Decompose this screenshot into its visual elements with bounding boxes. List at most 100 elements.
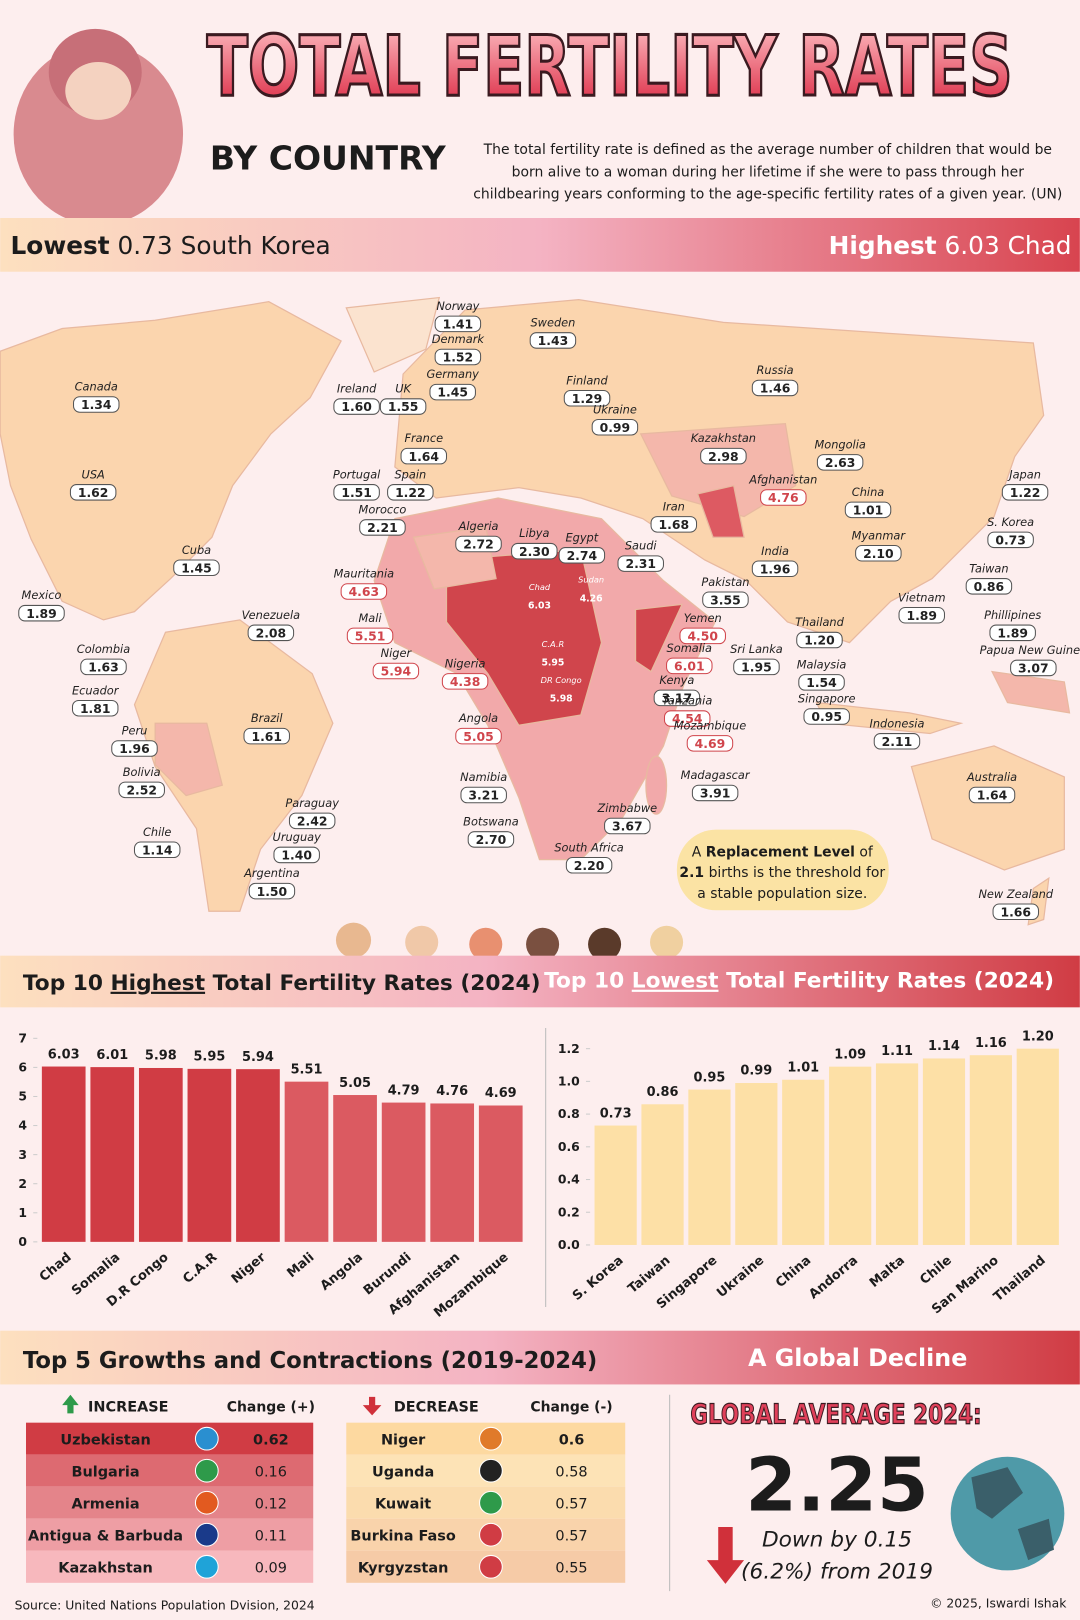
- down-arrow: [362, 1396, 382, 1416]
- country-value: 1.43: [538, 333, 569, 348]
- country: Uganda: [372, 1464, 434, 1480]
- value-box: [455, 727, 502, 745]
- value-box: [372, 662, 420, 680]
- country-value: 4.69: [695, 736, 726, 751]
- country-name: Bolivia: [123, 765, 161, 779]
- y-tick-label: 2: [18, 1176, 27, 1191]
- country-name: Uruguay: [273, 830, 322, 844]
- country-label: Denmark 1.52: [432, 332, 484, 366]
- country-label: Germany 1.45: [426, 367, 479, 401]
- country-name: Ukraine: [593, 402, 637, 416]
- country-name: Kenya: [659, 673, 694, 687]
- country-name: India: [761, 544, 789, 558]
- country-value: 1.64: [977, 788, 1008, 803]
- country-value: 2.10: [863, 546, 894, 561]
- country-name: Papua New Guinea: [980, 643, 1080, 657]
- country-label: Spain 1.22: [387, 467, 434, 501]
- country-label: Egypt 2.74: [558, 530, 606, 564]
- value-box: [288, 812, 336, 830]
- section-text: Total Fertility Rates (2024): [726, 969, 1054, 994]
- country-label: Australia 1.64: [966, 770, 1017, 804]
- country-value: 1.64: [408, 449, 439, 464]
- country-label: Singapore 0.95: [798, 692, 856, 725]
- value-label: 5.51: [291, 1062, 323, 1077]
- value-box: [111, 740, 158, 757]
- country-name: Iran: [663, 499, 685, 513]
- bar: [381, 1102, 426, 1242]
- value-label: 4.79: [388, 1083, 420, 1098]
- country-label: Algeria 2.72: [455, 519, 502, 553]
- country-value: 6.01: [674, 659, 705, 674]
- country-value: 1.34: [81, 397, 112, 412]
- value-box: [173, 559, 220, 576]
- callout-emph: Replacement Level: [706, 844, 855, 860]
- country-value: 1.60: [341, 399, 372, 414]
- section-title: Top 10 Lowest Total Fertility Rates (202…: [544, 969, 1054, 994]
- callout-text: A: [692, 844, 702, 860]
- value-box: [691, 784, 739, 802]
- section-text: Top 10: [544, 969, 624, 994]
- country-name: Libya: [519, 526, 549, 540]
- country-label: Cuba 1.45: [173, 543, 220, 576]
- value-box: [1010, 659, 1057, 677]
- country-value: 1.45: [181, 560, 212, 575]
- value-box: [1001, 484, 1049, 501]
- highest-highlight: Highest 6.03 Chad: [829, 231, 1072, 260]
- y-tick-label: 1.0: [558, 1074, 580, 1089]
- country-name: Spain: [394, 467, 426, 481]
- value-box: [591, 418, 639, 436]
- country-label: Papua New Guinea 3.07: [980, 643, 1080, 677]
- country: Kazakhstan: [58, 1560, 153, 1576]
- description-line: born alive to a woman during her lifetim…: [512, 165, 1025, 181]
- highlight-banner: [0, 217, 1080, 272]
- baby-illustration: [13, 28, 184, 226]
- country-name: Singapore: [798, 692, 856, 706]
- value-box: [18, 604, 65, 622]
- section-emph: Highest: [111, 971, 206, 996]
- country-label: Venezuela 2.08: [242, 608, 300, 642]
- country-name: Chad: [529, 582, 551, 592]
- country-value: 2.11: [882, 734, 913, 749]
- country-label: Zimbabwe 3.67: [596, 801, 657, 835]
- description: The total fertility rate is defined as t…: [473, 142, 1062, 202]
- bar: [138, 1067, 183, 1242]
- country-value: 2.21: [367, 520, 398, 535]
- value-label: 4.76: [436, 1084, 468, 1099]
- country-label: UK 1.55: [379, 382, 427, 415]
- country-value: 1.66: [1000, 904, 1031, 919]
- country-name: DR Congo: [541, 675, 582, 685]
- country-label: Somalia 6.01: [666, 641, 713, 675]
- country-name: Myanmar: [852, 528, 907, 542]
- flag: [479, 1458, 503, 1483]
- country-name: Ireland: [337, 382, 377, 396]
- country-label: Nigeria 4.38: [441, 656, 489, 690]
- country-value: 2.72: [463, 537, 494, 552]
- country-label: Niger 5.94: [372, 646, 420, 680]
- callout-line: A Replacement Level of: [692, 844, 874, 860]
- country-name: New Zealand: [978, 887, 1053, 901]
- change: 0.6: [559, 1432, 585, 1448]
- value-box: [617, 555, 664, 572]
- title: TOTAL FERTILITY RATES: [207, 19, 1013, 115]
- value-box: [898, 606, 945, 624]
- value-box: [243, 727, 290, 745]
- value-label: 6.01: [96, 1048, 128, 1063]
- table-row: [26, 1422, 314, 1455]
- value-box: [663, 710, 711, 727]
- country-label: France 1.64: [400, 431, 448, 465]
- value-box: [133, 841, 181, 859]
- country: Bulgaria: [71, 1464, 139, 1480]
- value-box: [340, 583, 388, 600]
- flag: [194, 1490, 219, 1515]
- section-text: Top 10: [23, 971, 103, 996]
- value: 0.73: [118, 231, 173, 260]
- value-label: 1.01: [787, 1060, 819, 1075]
- bar: [478, 1105, 523, 1242]
- value-label: 6.03: [48, 1047, 80, 1062]
- country-name: Mozambique: [674, 718, 747, 732]
- value-box: [71, 699, 119, 717]
- country-value: 1.96: [760, 561, 791, 576]
- country-value: 1.45: [437, 385, 468, 400]
- country-value: 1.29: [572, 391, 603, 406]
- change: 0.09: [255, 1560, 287, 1576]
